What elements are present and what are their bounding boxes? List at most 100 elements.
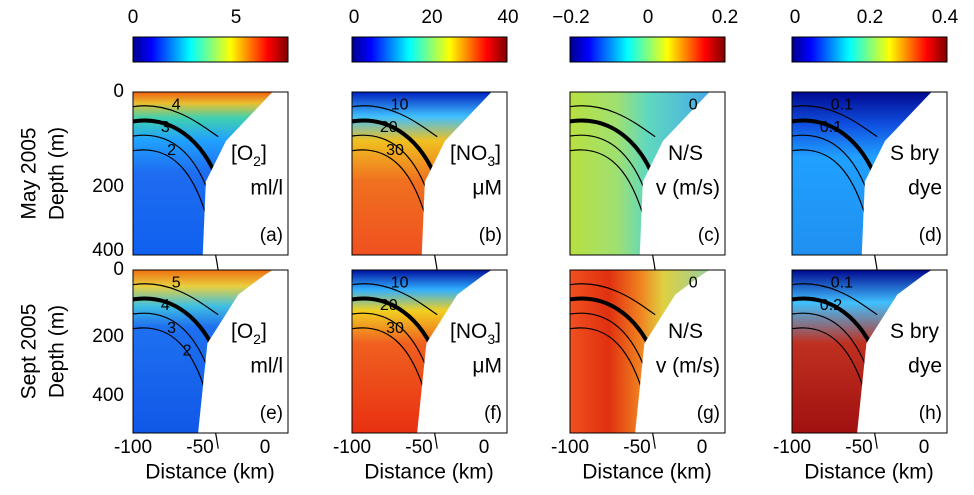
coast-mask bbox=[202, 92, 288, 255]
contour-label: 0.1 bbox=[820, 119, 842, 136]
contour-line bbox=[569, 283, 656, 316]
y-tick-label: 200 bbox=[92, 176, 124, 197]
panel-variable: [O2] bbox=[231, 320, 267, 347]
colorbar-tick-label: 0.2 bbox=[857, 7, 883, 28]
x-tick-label: -50 bbox=[405, 437, 432, 458]
coast-mask bbox=[635, 270, 725, 433]
x-tick-label: -100 bbox=[333, 437, 371, 458]
panel-variable: S bry bbox=[890, 142, 940, 165]
x-tick-label: -100 bbox=[773, 437, 811, 458]
contour-label: 0.1 bbox=[831, 274, 853, 291]
panel-unit: v (m/s) bbox=[656, 177, 720, 200]
contour-line bbox=[132, 105, 219, 138]
panel-frame bbox=[132, 91, 289, 256]
panel-unit: μM bbox=[472, 355, 502, 378]
variable-part: N/S bbox=[668, 142, 703, 165]
y-tick-label: 200 bbox=[92, 326, 124, 347]
variable-part: [NO bbox=[450, 142, 487, 165]
colorbar-tick-label: 0 bbox=[128, 7, 139, 28]
panel-frame bbox=[791, 91, 948, 256]
contour-label: 20 bbox=[380, 297, 398, 314]
panel-variable: [O2] bbox=[231, 142, 267, 169]
x-axis-label: Distance (km) bbox=[582, 461, 712, 484]
subscript: 2 bbox=[253, 153, 261, 169]
contour-line bbox=[351, 283, 438, 316]
panel-frame bbox=[791, 269, 948, 434]
subscript: 3 bbox=[487, 331, 495, 347]
panel-letter: (g) bbox=[697, 403, 720, 424]
x-tick-label: -100 bbox=[551, 437, 589, 458]
panel-frame bbox=[569, 91, 726, 256]
panel-variable: N/S bbox=[668, 142, 703, 165]
colorbar-tick-label: 40 bbox=[497, 7, 518, 28]
contour-label: 2 bbox=[167, 142, 176, 159]
contour-label: 0 bbox=[689, 274, 698, 291]
panel-unit: μM bbox=[472, 177, 502, 200]
contour-label: 2 bbox=[183, 343, 192, 360]
contour-line bbox=[132, 283, 219, 316]
panel-unit: ml/l bbox=[250, 355, 283, 378]
panel-frame bbox=[569, 269, 726, 434]
contour-label: 0.1 bbox=[831, 96, 853, 113]
coast-mask bbox=[639, 92, 725, 255]
y-axis-label: Depth (m) bbox=[46, 305, 69, 398]
coast-mask bbox=[421, 92, 507, 255]
colorbar bbox=[351, 36, 508, 63]
contour-label: 5 bbox=[172, 274, 181, 291]
panel-unit: dye bbox=[908, 177, 942, 200]
contour-line bbox=[791, 283, 878, 316]
variable-part: ] bbox=[495, 142, 501, 165]
x-axis-label: Distance (km) bbox=[145, 461, 275, 484]
variable-part: S bry bbox=[890, 320, 940, 343]
variable-part: ] bbox=[261, 320, 267, 343]
colorbar-tick-label: 5 bbox=[231, 7, 242, 28]
colorbar-tick-label: 0.4 bbox=[932, 7, 959, 28]
contour-label: 10 bbox=[391, 96, 409, 113]
x-axis-label: Distance (km) bbox=[804, 461, 934, 484]
contour-label: 4 bbox=[161, 297, 170, 314]
contour-label: 3 bbox=[167, 320, 176, 337]
y-tick-label: 400 bbox=[92, 240, 124, 261]
row-label: May 2005 bbox=[18, 127, 41, 219]
contour-label: 3 bbox=[161, 119, 170, 136]
coast-mask bbox=[417, 270, 507, 433]
panel-frame bbox=[132, 269, 289, 434]
panel-frame bbox=[351, 91, 508, 256]
panel-variable: N/S bbox=[668, 320, 703, 343]
panel-letter: (h) bbox=[919, 403, 942, 424]
colorbar-tick-label: 0 bbox=[349, 7, 360, 28]
y-axis-label: Depth (m) bbox=[46, 127, 69, 220]
colorbar bbox=[791, 36, 948, 63]
contour-label: 0.2 bbox=[820, 297, 842, 314]
colorbar-tick-label: −0.2 bbox=[552, 7, 590, 28]
y-tick-label: 0 bbox=[113, 259, 124, 280]
panel-letter: (e) bbox=[260, 403, 283, 424]
x-tick-label: 0 bbox=[697, 437, 708, 458]
panel-variable: [NO3] bbox=[450, 142, 501, 169]
subscript: 3 bbox=[487, 153, 495, 169]
panel-letter: (d) bbox=[919, 225, 942, 246]
colorbar bbox=[132, 36, 289, 63]
contour-line bbox=[351, 105, 438, 138]
variable-part: N/S bbox=[668, 320, 703, 343]
contour-label: 4 bbox=[172, 96, 181, 113]
panel-variable: S bry bbox=[890, 320, 940, 343]
x-tick-label: 0 bbox=[919, 437, 930, 458]
colorbar-tick-label: 0 bbox=[790, 7, 801, 28]
contour-line bbox=[791, 105, 878, 138]
contour-line bbox=[569, 105, 656, 138]
panel-letter: (f) bbox=[484, 403, 502, 424]
panel-frame bbox=[351, 269, 508, 434]
x-tick-label: -50 bbox=[845, 437, 872, 458]
x-tick-label: -50 bbox=[186, 437, 213, 458]
variable-part: [NO bbox=[450, 320, 487, 343]
row-label: Sept 2005 bbox=[18, 304, 41, 400]
subscript: 2 bbox=[253, 331, 261, 347]
y-tick-label: 0 bbox=[113, 81, 124, 102]
panel-unit: ml/l bbox=[250, 177, 283, 200]
contour-label: 20 bbox=[380, 119, 398, 136]
variable-part: S bry bbox=[890, 142, 940, 165]
colorbar bbox=[569, 36, 726, 63]
